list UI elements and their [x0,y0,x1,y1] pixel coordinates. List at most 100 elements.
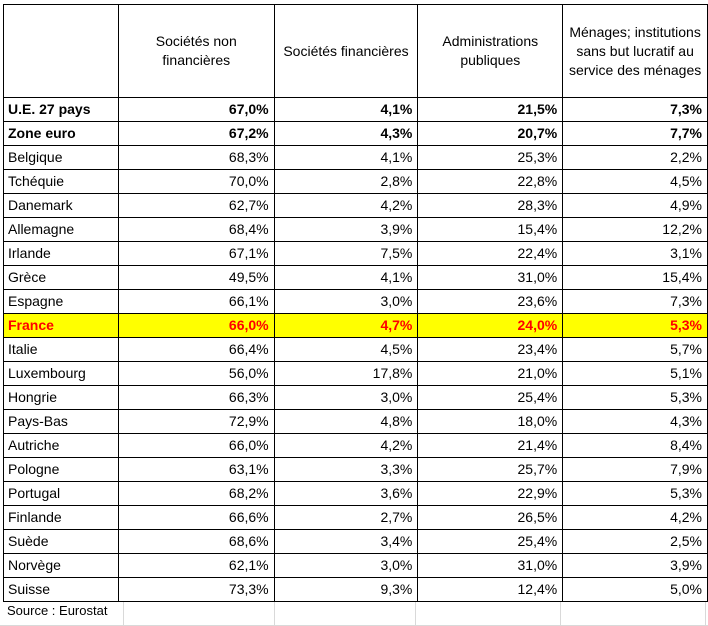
table-cell[interactable]: 2,5% [562,529,708,554]
row-label[interactable]: Suède [3,529,119,554]
row-label[interactable]: Hongrie [3,385,119,410]
table-cell[interactable]: 9,3% [273,577,419,602]
table-cell[interactable]: 66,6% [117,505,275,530]
row-label[interactable]: Zone euro [3,121,119,146]
table-cell[interactable]: 7,3% [562,97,708,122]
table-cell[interactable]: 2,2% [562,145,708,170]
table-cell[interactable]: 3,0% [273,289,419,314]
table-cell[interactable]: 2,7% [273,505,419,530]
table-cell[interactable]: 4,1% [273,97,419,122]
row-label[interactable]: U.E. 27 pays [3,97,119,122]
header-cell-non-financial[interactable]: Sociétés non financières [117,4,275,98]
row-label[interactable]: Pologne [3,457,119,482]
table-cell[interactable]: 4,7% [273,313,419,338]
table-cell[interactable]: 22,9% [417,481,564,506]
row-label[interactable]: Irlande [3,241,119,266]
row-label[interactable]: Autriche [3,433,119,458]
table-cell[interactable]: 7,5% [273,241,419,266]
row-label[interactable]: Belgique [3,145,119,170]
table-cell[interactable]: 3,0% [273,385,419,410]
table-cell[interactable]: 70,0% [117,169,275,194]
row-label[interactable]: Pays-Bas [3,409,119,434]
table-cell[interactable]: 3,9% [562,553,708,578]
row-label[interactable]: Danemark [3,193,119,218]
table-cell[interactable]: 21,4% [417,433,564,458]
table-cell[interactable]: 3,1% [562,241,708,266]
table-cell[interactable]: 12,4% [417,577,564,602]
table-cell[interactable]: 66,0% [117,313,275,338]
table-cell[interactable]: 3,0% [273,553,419,578]
table-cell[interactable]: 20,7% [417,121,564,146]
table-cell[interactable]: 5,3% [562,313,708,338]
table-cell[interactable]: 4,3% [562,409,708,434]
table-cell[interactable]: 4,9% [562,193,708,218]
table-cell[interactable]: 4,1% [273,145,419,170]
row-label[interactable]: Grèce [3,265,119,290]
table-cell[interactable]: 72,9% [117,409,275,434]
header-cell-country[interactable] [3,4,119,98]
table-cell[interactable]: 5,3% [562,385,708,410]
table-cell[interactable]: 68,3% [117,145,275,170]
table-cell[interactable]: 25,3% [417,145,564,170]
row-label[interactable]: Norvège [3,553,119,578]
row-label[interactable]: Allemagne [3,217,119,242]
table-cell[interactable]: 68,4% [117,217,275,242]
table-cell[interactable]: 4,1% [273,265,419,290]
table-cell[interactable]: 4,5% [273,337,419,362]
table-cell[interactable]: 24,0% [417,313,564,338]
table-cell[interactable]: 56,0% [117,361,275,386]
table-cell[interactable]: 28,3% [417,193,564,218]
table-cell[interactable]: 4,8% [273,409,419,434]
table-cell[interactable]: 5,1% [562,361,708,386]
table-cell[interactable]: 4,2% [273,193,419,218]
table-cell[interactable]: 67,0% [117,97,275,122]
table-cell[interactable]: 62,1% [117,553,275,578]
table-cell[interactable]: 63,1% [117,457,275,482]
table-cell[interactable]: 66,3% [117,385,275,410]
table-cell[interactable]: 7,9% [562,457,708,482]
table-cell[interactable]: 49,5% [117,265,275,290]
table-cell[interactable]: 5,3% [562,481,708,506]
table-cell[interactable]: 17,8% [273,361,419,386]
row-label[interactable]: Espagne [3,289,119,314]
table-cell[interactable]: 23,6% [417,289,564,314]
table-cell[interactable]: 5,7% [562,337,708,362]
table-cell[interactable]: 23,4% [417,337,564,362]
header-cell-public-admin[interactable]: Administrations publiques [417,4,564,98]
row-label[interactable]: France [3,313,119,338]
table-cell[interactable]: 8,4% [562,433,708,458]
table-cell[interactable]: 3,9% [273,217,419,242]
table-cell[interactable]: 18,0% [417,409,564,434]
table-cell[interactable]: 73,3% [117,577,275,602]
row-label[interactable]: Finlande [3,505,119,530]
row-label[interactable]: Italie [3,337,119,362]
header-cell-financial[interactable]: Sociétés financières [273,4,419,98]
table-cell[interactable]: 62,7% [117,193,275,218]
table-cell[interactable]: 25,7% [417,457,564,482]
table-cell[interactable]: 31,0% [417,553,564,578]
table-cell[interactable]: 3,3% [273,457,419,482]
table-cell[interactable]: 31,0% [417,265,564,290]
table-cell[interactable]: 7,3% [562,289,708,314]
table-cell[interactable]: 2,8% [273,169,419,194]
table-cell[interactable]: 15,4% [417,217,564,242]
table-cell[interactable]: 3,6% [273,481,419,506]
table-cell[interactable]: 3,4% [273,529,419,554]
table-cell[interactable]: 4,5% [562,169,708,194]
table-cell[interactable]: 25,4% [417,529,564,554]
table-cell[interactable]: 66,0% [117,433,275,458]
table-cell[interactable]: 67,2% [117,121,275,146]
table-cell[interactable]: 22,4% [417,241,564,266]
table-cell[interactable]: 21,0% [417,361,564,386]
header-cell-households[interactable]: Ménages; institutions sans but lucratif … [562,4,708,98]
table-cell[interactable]: 25,4% [417,385,564,410]
row-label[interactable]: Luxembourg [3,361,119,386]
table-cell[interactable]: 5,0% [562,577,708,602]
source-note[interactable]: Source : Eurostat [7,603,108,618]
table-cell[interactable]: 22,8% [417,169,564,194]
table-cell[interactable]: 66,4% [117,337,275,362]
table-cell[interactable]: 15,4% [562,265,708,290]
row-label[interactable]: Tchéquie [3,169,119,194]
table-cell[interactable]: 21,5% [417,97,564,122]
table-cell[interactable]: 4,3% [273,121,419,146]
